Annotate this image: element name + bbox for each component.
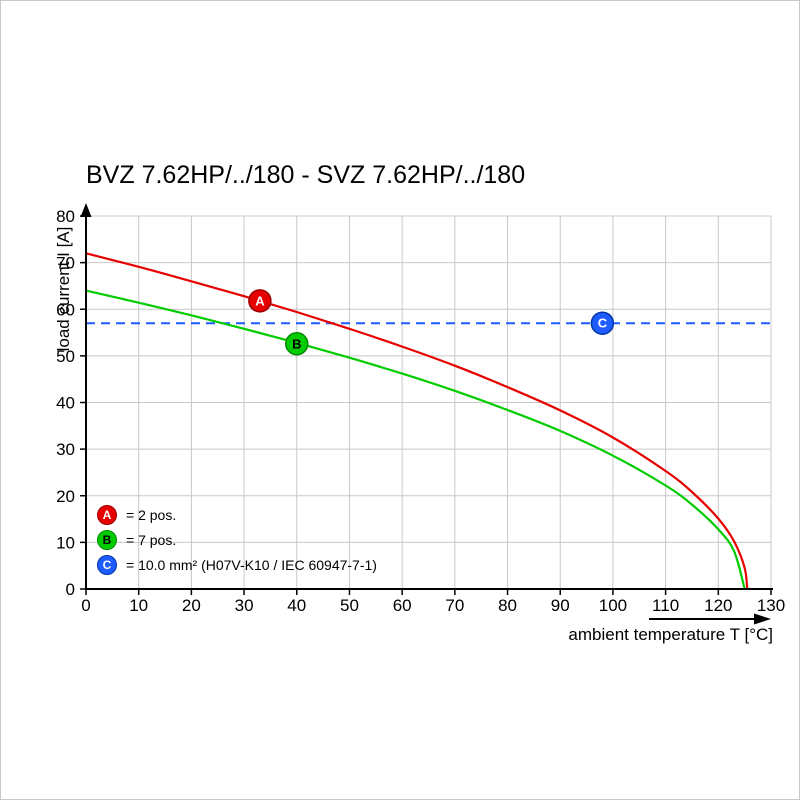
svg-text:A: A: [255, 293, 265, 308]
svg-text:60: 60: [393, 596, 412, 615]
svg-text:0: 0: [66, 580, 75, 599]
legend: A = 2 pos. B = 7 pos. C = 10.0 mm² (H07V…: [97, 502, 377, 577]
svg-text:20: 20: [56, 487, 75, 506]
chart-title: BVZ 7.62HP/../180 - SVZ 7.62HP/../180: [86, 161, 526, 189]
svg-text:80: 80: [56, 207, 75, 226]
svg-text:70: 70: [56, 254, 75, 273]
svg-text:120: 120: [704, 596, 732, 615]
legend-label-a: = 2 pos.: [126, 506, 177, 523]
svg-text:10: 10: [129, 596, 148, 615]
svg-text:40: 40: [56, 394, 75, 413]
svg-text:10: 10: [56, 533, 75, 552]
svg-text:50: 50: [340, 596, 359, 615]
axes: [85, 212, 773, 590]
svg-text:60: 60: [56, 300, 75, 319]
x-tick-labels: 0 10 20 30 40 50 60 70 80 90 100 110 120 130: [81, 596, 785, 615]
svg-text:100: 100: [599, 596, 627, 615]
legend-marker-a-icon: A: [97, 504, 117, 525]
svg-text:130: 130: [757, 596, 785, 615]
tick-marks: [80, 215, 772, 595]
svg-text:50: 50: [56, 347, 75, 366]
legend-item-a: A = 2 pos.: [97, 502, 377, 527]
y-tick-labels: 0 10 20 30 40 50 60 70 80: [56, 207, 75, 599]
svg-text:90: 90: [551, 596, 570, 615]
series-curve-a: [85, 252, 749, 590]
curve-marker-a: A: [248, 289, 272, 313]
curve-marker-b: B: [285, 332, 309, 356]
series-curve-b: [85, 289, 746, 590]
legend-item-c: C = 10.0 mm² (H07V-K10 / IEC 60947-7-1): [97, 552, 377, 577]
legend-label-b: = 7 pos.: [126, 531, 177, 548]
y-axis-arrow-icon: [80, 203, 92, 217]
svg-text:B: B: [292, 336, 301, 351]
legend-marker-b-icon: B: [97, 529, 117, 550]
svg-text:80: 80: [498, 596, 517, 615]
svg-text:110: 110: [652, 596, 679, 615]
svg-text:70: 70: [445, 596, 464, 615]
legend-label-c: = 10.0 mm² (H07V-K10 / IEC 60947-7-1): [126, 556, 377, 573]
svg-text:C: C: [598, 316, 608, 331]
svg-text:40: 40: [287, 596, 306, 615]
svg-text:20: 20: [182, 596, 201, 615]
svg-text:0: 0: [81, 596, 90, 615]
legend-marker-c-icon: C: [97, 554, 117, 575]
curve-marker-c: C: [590, 311, 615, 335]
legend-item-b: B = 7 pos.: [97, 527, 377, 552]
svg-text:30: 30: [56, 440, 75, 459]
x-axis-label: ambient temperature T [°C]: [568, 625, 773, 644]
x-axis-arrow-icon: [754, 613, 771, 625]
svg-text:30: 30: [235, 596, 254, 615]
